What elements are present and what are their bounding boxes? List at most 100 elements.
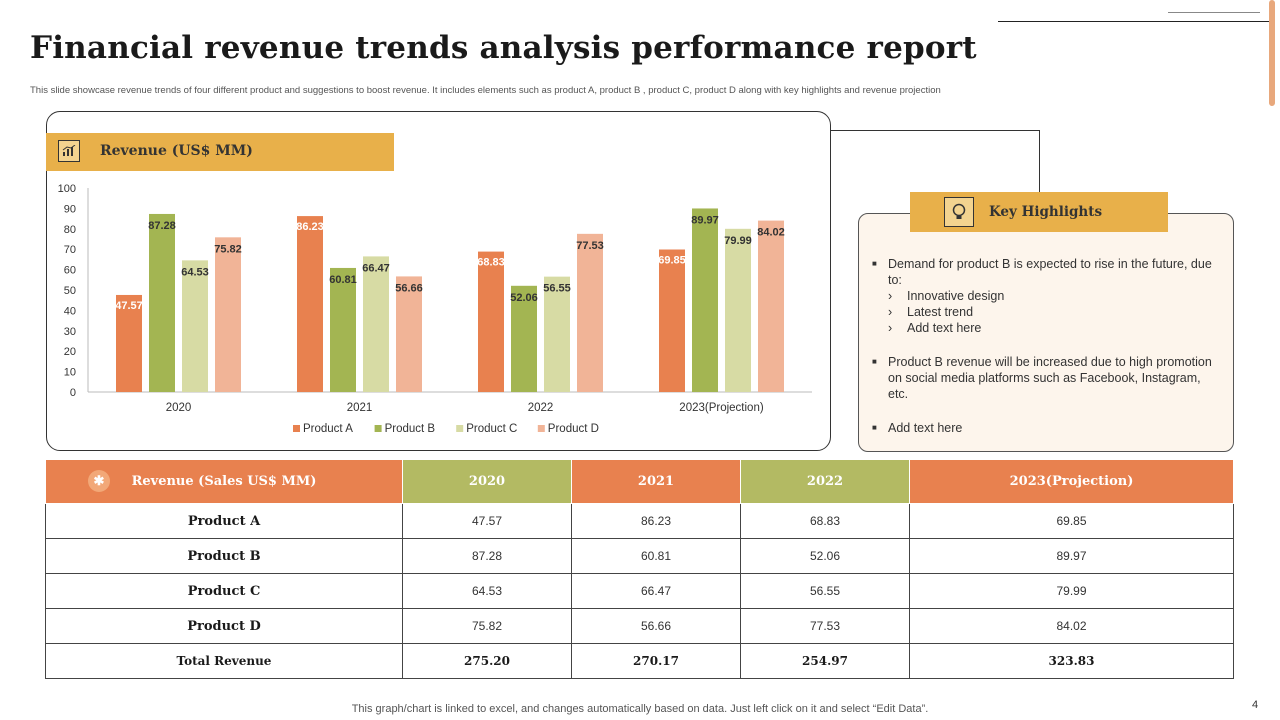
table-row: Product A 47.57 86.23 68.83 69.85 — [45, 503, 1234, 539]
y-tick-label: 80 — [64, 224, 76, 236]
highlight-item: ■ Product B revenue will be increased du… — [872, 354, 1212, 402]
table-header-cell: 2021 — [571, 459, 741, 504]
data-label: 47.57 — [115, 300, 143, 312]
table-header-cell: 2022 — [740, 459, 910, 504]
row-label: Product D — [45, 608, 403, 644]
bar — [396, 276, 422, 392]
data-label: 52.06 — [510, 292, 538, 304]
table-cell: 69.85 — [909, 503, 1234, 539]
table-cell: 86.23 — [571, 503, 741, 539]
data-label: 56.55 — [543, 283, 571, 295]
table-cell: 56.66 — [571, 608, 741, 644]
data-label: 87.28 — [148, 220, 176, 232]
chart-icon — [58, 140, 80, 162]
highlight-subitem: › Add text here — [888, 321, 982, 335]
table-cell: 47.57 — [402, 503, 572, 539]
y-tick-label: 40 — [64, 305, 76, 317]
bar — [478, 251, 504, 392]
highlights-panel — [858, 213, 1234, 452]
highlight-item: ■ Demand for product B is expected to ri… — [872, 256, 1212, 336]
revenue-bar-chart[interactable]: 0 10 20 30 40 50 60 70 80 90 100 47.57 87.28 64.53 75.… — [46, 175, 826, 447]
table-cell: 64.53 — [402, 573, 572, 609]
legend-swatch — [293, 425, 300, 432]
table-cell: 60.81 — [571, 538, 741, 574]
data-label: 60.81 — [329, 274, 357, 286]
chart-header-title: Revenue (US$ MM) — [100, 143, 253, 159]
connector-line — [831, 130, 1039, 131]
y-tick-label: 0 — [70, 387, 76, 399]
legend-label: Product B — [385, 423, 436, 435]
y-tick-label: 20 — [64, 346, 76, 358]
data-label: 69.85 — [658, 255, 686, 267]
table-header-cell: 2020 — [402, 459, 572, 504]
highlight-text: Product B revenue will be increased due … — [888, 355, 1212, 401]
bar — [511, 285, 537, 392]
y-tick-label: 60 — [64, 265, 76, 277]
x-tick-label: 2022 — [528, 402, 554, 414]
table-header-row: ✱ Revenue (Sales US$ MM) 2020 2021 2022 … — [45, 459, 1234, 504]
scroll-accent-bar — [1269, 0, 1275, 106]
table-cell: 66.47 — [571, 573, 741, 609]
data-label: 89.97 — [691, 214, 719, 226]
table-cell: 84.02 — [909, 608, 1234, 644]
highlight-item: ■ Add text here — [872, 420, 1212, 436]
table-cell: 56.55 — [740, 573, 910, 609]
chevron-right-icon: › — [888, 321, 893, 335]
table-cell: 52.06 — [740, 538, 910, 574]
y-tick-label: 70 — [64, 244, 76, 256]
bar — [116, 294, 142, 392]
x-tick-label: 2021 — [347, 402, 373, 414]
data-label: 86.23 — [296, 221, 324, 233]
highlights-list: ■ Demand for product B is expected to ri… — [872, 256, 1212, 454]
chart-header: Revenue (US$ MM) — [46, 133, 394, 171]
highlights-header: Key Highlights — [910, 192, 1168, 232]
table-cell: 254.97 — [740, 643, 910, 679]
data-label: 68.83 — [477, 257, 505, 269]
page-subtitle: This slide showcase revenue trends of fo… — [30, 85, 941, 96]
table-cell: 68.83 — [740, 503, 910, 539]
row-label: Product C — [45, 573, 403, 609]
page-title: Financial revenue trends analysis perfor… — [30, 30, 977, 66]
bar — [215, 237, 241, 392]
lightbulb-gear-icon: ✱ — [88, 470, 110, 492]
data-label: 77.53 — [576, 240, 604, 252]
legend-label: Product D — [548, 423, 599, 435]
x-tick-label: 2023(Projection) — [679, 402, 764, 414]
y-tick-label: 90 — [64, 203, 76, 215]
y-tick-label: 100 — [58, 183, 76, 195]
y-tick-label: 10 — [64, 367, 76, 379]
table-cell: 89.97 — [909, 538, 1234, 574]
revenue-table: ✱ Revenue (Sales US$ MM) 2020 2021 2022 … — [45, 459, 1234, 679]
bullet-icon: ■ — [872, 259, 877, 268]
chevron-right-icon: › — [888, 289, 893, 303]
bar — [725, 228, 751, 392]
row-label: Total Revenue — [45, 643, 403, 679]
x-tick-label: 2020 — [166, 402, 192, 414]
bullet-icon: ■ — [872, 357, 877, 366]
highlight-subitem: › Innovative design — [888, 289, 1005, 303]
highlight-text: Demand for product B is expected to rise… — [888, 257, 1212, 287]
table-header-cell: 2023(Projection) — [909, 459, 1234, 504]
bullet-icon: ■ — [872, 423, 877, 432]
bar — [544, 276, 570, 392]
y-tick-label: 50 — [64, 285, 76, 297]
row-label: Product B — [45, 538, 403, 574]
table-row: Product D 75.82 56.66 77.53 84.02 — [45, 608, 1234, 644]
decorative-line — [1168, 12, 1260, 13]
bar — [758, 220, 784, 392]
highlight-text: Add text here — [888, 421, 963, 435]
bar — [182, 260, 208, 392]
highlight-subitem: › Latest trend — [888, 305, 974, 319]
lightbulb-icon — [944, 197, 974, 227]
table-cell: 275.20 — [402, 643, 572, 679]
bar — [363, 256, 389, 392]
bar — [297, 216, 323, 392]
row-label: Product A — [45, 503, 403, 539]
legend-label: Product C — [466, 423, 517, 435]
table-row: Product C 64.53 66.47 56.55 79.99 — [45, 573, 1234, 609]
data-label: 64.53 — [181, 266, 209, 278]
bar — [577, 233, 603, 392]
footer-note: This graph/chart is linked to excel, and… — [351, 703, 929, 715]
table-cell: 87.28 — [402, 538, 572, 574]
data-label: 79.99 — [724, 235, 752, 247]
